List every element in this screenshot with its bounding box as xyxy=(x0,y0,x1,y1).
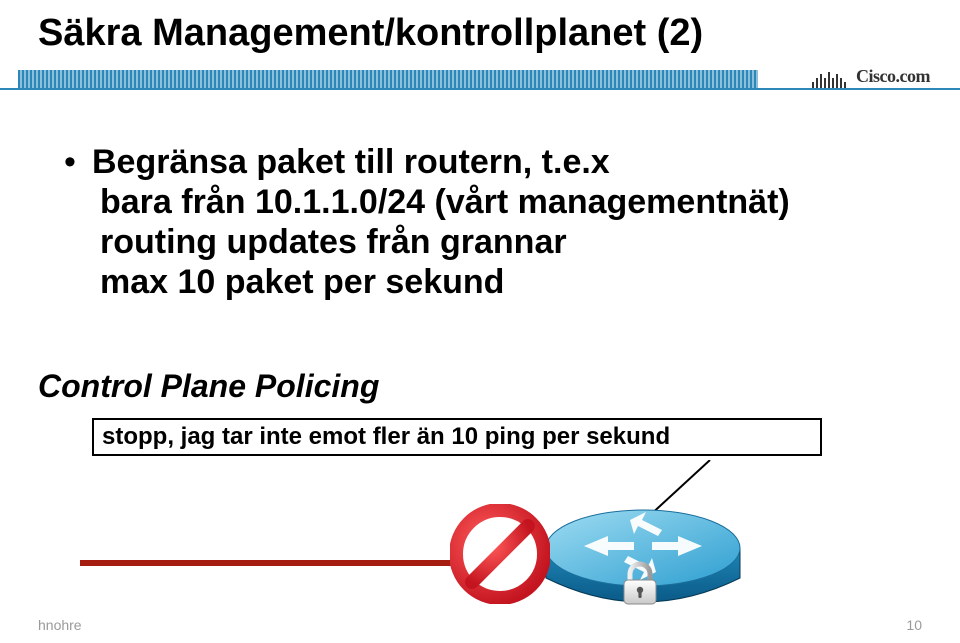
bullet-line2: bara från 10.1.1.0/24 (vårt managementnä… xyxy=(100,182,884,222)
bullet-line4: max 10 paket per sekund xyxy=(100,262,884,302)
cisco-logo: Cisco.com xyxy=(811,66,930,88)
diagram-area xyxy=(0,454,960,624)
bullet-line1: Begränsa paket till routern, t.e.x xyxy=(92,142,610,182)
footer-page-number: 10 xyxy=(906,617,922,633)
cpp-title: Control Plane Policing xyxy=(38,368,379,405)
header-bar: Cisco.com xyxy=(0,66,960,96)
callout-box: stopp, jag tar inte emot fler än 10 ping… xyxy=(92,418,822,456)
cisco-logo-text: Cisco.com xyxy=(856,66,930,86)
page-title: Säkra Management/kontrollplanet (2) xyxy=(38,12,703,55)
header-stripes xyxy=(18,70,758,88)
cisco-bars-icon xyxy=(811,67,847,88)
callout-text: stopp, jag tar inte emot fler än 10 ping… xyxy=(102,423,670,451)
slide-root: Säkra Management/kontrollplanet (2) Cisc… xyxy=(0,0,960,643)
lock-icon xyxy=(618,560,662,608)
footer-author: hnohre xyxy=(38,617,82,633)
header-line xyxy=(0,88,960,90)
bullet-row: • Begränsa paket till routern, t.e.x xyxy=(64,142,884,182)
bullet-dot-icon: • xyxy=(64,142,92,182)
stop-sign-icon xyxy=(450,504,550,604)
bullet-line3: routing updates från grannar xyxy=(100,222,884,262)
bullet-block: • Begränsa paket till routern, t.e.x bar… xyxy=(64,142,884,302)
